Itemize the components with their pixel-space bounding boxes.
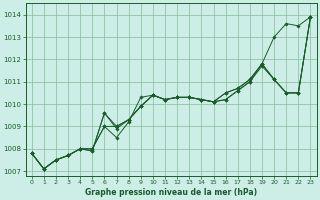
X-axis label: Graphe pression niveau de la mer (hPa): Graphe pression niveau de la mer (hPa) xyxy=(85,188,257,197)
